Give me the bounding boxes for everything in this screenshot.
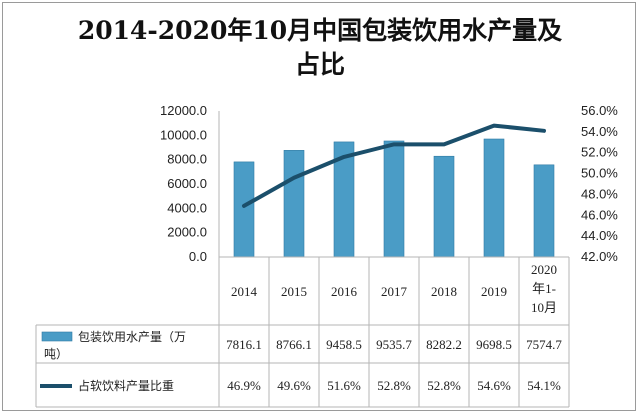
chart-title-line-1: 2014-2020年10月中国包装饮用水产量及 (77, 16, 563, 45)
bar-data-label: 9458.5 (326, 337, 362, 352)
legend-line-label: 占软饮料产量比重 (78, 378, 174, 393)
legend-bar-label: 包装饮用水产量（万 (78, 330, 186, 344)
bar (483, 138, 505, 258)
line-data-label: 51.6% (327, 378, 361, 393)
legend-bar-swatch (41, 331, 73, 342)
y-right-tick-label: 54.0% (581, 124, 618, 139)
y-right-tick-label: 42.0% (581, 249, 618, 264)
x-tick-label: 2018 (431, 284, 457, 299)
y-left-tick-label: 8000.0 (167, 152, 207, 167)
y-right-tick-label: 44.0% (581, 228, 618, 243)
x-tick-label: 2016 (331, 284, 358, 299)
bar-data-label: 9535.7 (376, 337, 412, 352)
bar (233, 161, 255, 258)
y-left-tick-label: 4000.0 (167, 200, 207, 215)
x-tick-label: 2014 (231, 284, 258, 299)
chart-title-line-2: 占比 (294, 50, 345, 79)
bar-data-label: 7816.1 (226, 337, 262, 352)
x-tick-label: 2015 (281, 284, 307, 299)
chart-title: 2014-2020年10月中国包装饮用水产量及 占比 (0, 14, 640, 82)
y-left-tick-label: 10000.0 (160, 127, 207, 142)
y-left-tick-label: 6000.0 (167, 176, 207, 191)
series-line (242, 123, 546, 208)
bar (433, 155, 455, 258)
line-data-label: 52.8% (377, 378, 411, 393)
bar (383, 140, 405, 258)
y-left-tick-label: 2000.0 (167, 225, 207, 240)
line-data-label: 54.6% (477, 378, 511, 393)
y-left-tick-label: 0.0 (189, 249, 207, 264)
line-data-label: 49.6% (277, 378, 311, 393)
bar-data-label: 8766.1 (276, 337, 312, 352)
y-left-tick-label: 12000.0 (160, 103, 207, 118)
x-tick-label: 2017 (381, 284, 408, 299)
legend-bar-label: 吨） (44, 347, 68, 361)
bar-data-label: 9698.5 (476, 337, 512, 352)
x-tick-label: 2020 (531, 262, 557, 277)
bar-data-label: 8282.2 (426, 337, 462, 352)
bar (533, 164, 555, 258)
chart-frame (2, 2, 636, 411)
x-tick-label: 年1- (532, 281, 556, 296)
bar-data-label: 7574.7 (526, 337, 562, 352)
line-data-label: 54.1% (527, 378, 561, 393)
y-right-tick-label: 56.0% (581, 103, 618, 118)
y-right-tick-label: 52.0% (581, 145, 618, 160)
line-data-label: 46.9% (227, 378, 261, 393)
y-right-tick-label: 50.0% (581, 166, 618, 181)
y-right-tick-label: 48.0% (581, 186, 618, 201)
x-tick-label: 10月 (531, 300, 557, 315)
x-tick-label: 2019 (481, 284, 507, 299)
line-data-label: 52.8% (427, 378, 461, 393)
y-right-tick-label: 46.0% (581, 207, 618, 222)
bar (283, 150, 305, 258)
